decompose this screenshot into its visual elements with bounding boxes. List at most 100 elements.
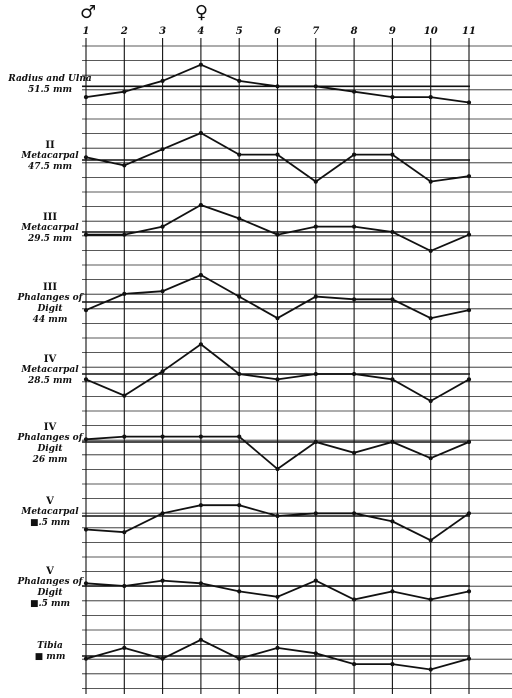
data-point-0-5 bbox=[237, 78, 242, 83]
data-point-6-10 bbox=[428, 538, 433, 543]
x-tick-label-6: 6 bbox=[274, 26, 281, 37]
data-point-0-7 bbox=[313, 84, 318, 89]
data-point-7-3 bbox=[160, 578, 165, 583]
data-point-8-11 bbox=[466, 656, 472, 661]
data-point-1-3 bbox=[160, 147, 165, 152]
data-point-4-2 bbox=[122, 393, 127, 398]
x-tick-label-2: 2 bbox=[120, 26, 128, 37]
row-label-5: IV Phalanges of Digit 26 mm bbox=[4, 422, 96, 466]
data-point-1-4 bbox=[198, 130, 203, 136]
data-point-1-10 bbox=[428, 179, 433, 184]
row-label-2: III Metacarpal 29.5 mm bbox=[4, 212, 96, 245]
row-label-roman: V bbox=[46, 495, 54, 507]
data-point-1-5 bbox=[237, 152, 242, 157]
data-point-7-9 bbox=[390, 589, 395, 594]
data-point-8-8 bbox=[352, 662, 357, 667]
data-point-2-8 bbox=[352, 224, 357, 229]
data-point-6-6 bbox=[275, 513, 280, 519]
data-point-5-8 bbox=[352, 450, 357, 455]
row-label-1: II Metacarpal 47.5 mm bbox=[4, 140, 96, 173]
data-point-2-9 bbox=[390, 229, 395, 235]
data-point-5-3 bbox=[160, 434, 165, 439]
data-point-2-2 bbox=[122, 232, 127, 237]
data-point-3-4 bbox=[198, 272, 203, 278]
data-point-3-9 bbox=[390, 297, 395, 302]
row-label-8: Tibia ■ mm bbox=[4, 641, 96, 663]
data-point-5-2 bbox=[122, 434, 127, 439]
row-label-length: ■.5 mm bbox=[29, 517, 71, 528]
data-point-0-11 bbox=[466, 100, 472, 105]
data-point-5-11 bbox=[466, 439, 472, 445]
row-label-roman: III bbox=[42, 211, 58, 223]
data-point-6-7 bbox=[313, 511, 318, 516]
x-tick-label-10: 10 bbox=[424, 26, 438, 37]
data-point-8-7 bbox=[313, 651, 318, 656]
data-point-8-9 bbox=[390, 662, 395, 667]
data-point-0-8 bbox=[352, 89, 357, 94]
data-point-1-1 bbox=[83, 155, 89, 160]
male-symbol-icon: ♂ bbox=[80, 2, 97, 23]
x-tick-label-3: 3 bbox=[159, 26, 166, 37]
row-label-name: Radius and Ulna bbox=[8, 74, 92, 84]
row-label-roman: II bbox=[45, 139, 55, 151]
data-point-0-1 bbox=[83, 95, 89, 100]
x-tick-label-1: 1 bbox=[83, 26, 90, 37]
data-point-8-6 bbox=[275, 645, 280, 651]
data-point-0-3 bbox=[160, 78, 165, 83]
data-point-8-10 bbox=[428, 667, 433, 672]
row-label-3: III Phalanges of Digit 44 mm bbox=[4, 282, 96, 326]
data-point-7-7 bbox=[313, 578, 318, 583]
row-label-roman: V bbox=[46, 565, 54, 577]
row-label-length: 28.5 mm bbox=[27, 375, 73, 386]
data-point-3-5 bbox=[237, 294, 242, 299]
data-point-4-10 bbox=[428, 398, 433, 404]
data-point-6-4 bbox=[198, 503, 203, 508]
row-label-length: 47.5 mm bbox=[27, 161, 73, 172]
row-label-length: 44 mm bbox=[32, 314, 68, 325]
data-point-4-6 bbox=[275, 377, 280, 382]
data-point-0-9 bbox=[390, 95, 395, 100]
female-symbol-icon: ♀ bbox=[194, 2, 209, 23]
data-point-0-6 bbox=[275, 84, 280, 89]
row-label-length: 51.5 mm bbox=[27, 85, 73, 95]
data-point-2-11 bbox=[466, 232, 472, 237]
data-point-5-5 bbox=[237, 434, 242, 439]
data-point-7-8 bbox=[352, 597, 357, 602]
data-point-3-10 bbox=[428, 316, 433, 321]
data-point-8-5 bbox=[237, 656, 242, 661]
row-label-name: Metacarpal bbox=[21, 364, 79, 375]
data-point-3-6 bbox=[275, 316, 280, 321]
data-point-7-11 bbox=[466, 589, 472, 594]
data-point-3-1 bbox=[83, 308, 89, 313]
data-point-7-6 bbox=[275, 594, 280, 599]
data-point-5-6 bbox=[275, 466, 280, 472]
data-point-4-4 bbox=[198, 342, 203, 347]
x-tick-label-8: 8 bbox=[351, 26, 358, 37]
data-point-3-2 bbox=[122, 291, 127, 296]
x-tick-labels: 1 2 3 4 5 6 7 8 9 10 11 bbox=[83, 26, 476, 37]
data-point-2-4 bbox=[198, 202, 203, 208]
data-point-5-1 bbox=[83, 437, 89, 442]
data-point-5-4 bbox=[198, 434, 203, 439]
data-point-3-11 bbox=[466, 308, 472, 313]
data-point-8-3 bbox=[160, 656, 165, 661]
data-point-1-8 bbox=[352, 152, 357, 157]
data-point-1-11 bbox=[466, 174, 472, 179]
x-tick-label-11: 11 bbox=[462, 26, 476, 37]
row-label-name: Metacarpal bbox=[21, 150, 79, 161]
data-point-2-10 bbox=[428, 248, 433, 253]
data-point-7-5 bbox=[237, 589, 242, 594]
x-tick-label-9: 9 bbox=[389, 26, 396, 37]
data-point-6-8 bbox=[352, 511, 357, 516]
row-label-name: Phalanges of Digit bbox=[17, 432, 83, 454]
data-point-4-8 bbox=[352, 371, 357, 377]
row-label-length: 26 mm bbox=[32, 454, 68, 465]
data-point-5-9 bbox=[390, 439, 395, 445]
row-label-7: V Phalanges of Digit ■.5 mm bbox=[4, 566, 96, 610]
row-label-roman: IV bbox=[43, 421, 57, 433]
data-point-2-1 bbox=[83, 232, 89, 237]
data-point-0-4 bbox=[198, 62, 203, 67]
data-point-1-7 bbox=[313, 179, 318, 184]
data-point-3-7 bbox=[313, 294, 318, 299]
